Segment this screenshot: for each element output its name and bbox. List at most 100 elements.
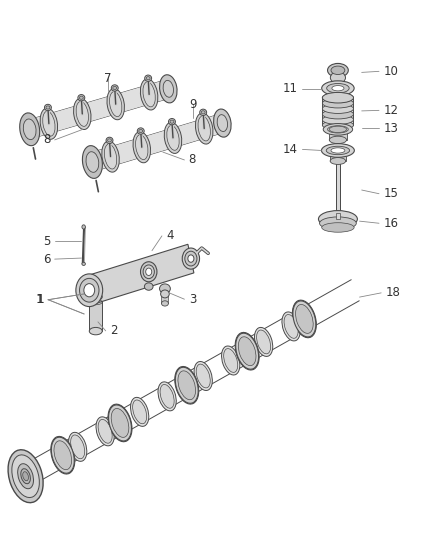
Ellipse shape (320, 217, 356, 230)
Ellipse shape (146, 268, 152, 276)
Ellipse shape (164, 122, 182, 154)
Ellipse shape (110, 407, 130, 439)
Ellipse shape (185, 251, 197, 266)
Ellipse shape (51, 437, 75, 474)
Ellipse shape (8, 450, 43, 503)
Ellipse shape (113, 86, 117, 90)
Text: 6: 6 (43, 253, 50, 265)
Ellipse shape (177, 369, 197, 401)
Text: 3: 3 (189, 293, 196, 306)
Ellipse shape (322, 104, 353, 114)
Ellipse shape (195, 113, 213, 144)
Ellipse shape (196, 364, 210, 388)
Text: 7: 7 (104, 72, 112, 85)
Text: 18: 18 (385, 286, 400, 300)
Text: 10: 10 (383, 65, 398, 78)
Ellipse shape (18, 464, 34, 489)
Ellipse shape (40, 108, 58, 139)
Ellipse shape (43, 111, 55, 136)
Text: 11: 11 (283, 82, 298, 95)
Ellipse shape (161, 290, 169, 298)
Ellipse shape (254, 327, 273, 357)
Ellipse shape (51, 437, 74, 473)
Ellipse shape (74, 99, 91, 130)
Ellipse shape (82, 146, 102, 179)
Ellipse shape (111, 408, 129, 438)
Ellipse shape (332, 86, 344, 91)
Ellipse shape (108, 139, 111, 142)
Ellipse shape (200, 109, 207, 116)
Ellipse shape (323, 124, 353, 135)
Ellipse shape (321, 81, 354, 95)
Ellipse shape (108, 404, 132, 442)
Ellipse shape (322, 120, 353, 130)
Ellipse shape (143, 82, 155, 107)
Ellipse shape (293, 301, 316, 337)
Ellipse shape (257, 330, 271, 354)
Ellipse shape (146, 77, 150, 80)
Ellipse shape (54, 441, 71, 470)
Bar (336, 213, 340, 219)
Ellipse shape (20, 113, 40, 146)
Text: 1: 1 (36, 293, 44, 306)
Ellipse shape (170, 120, 174, 123)
Ellipse shape (23, 472, 28, 481)
Ellipse shape (107, 88, 124, 120)
Ellipse shape (322, 109, 353, 119)
Polygon shape (86, 244, 194, 304)
Text: 5: 5 (43, 235, 50, 248)
Ellipse shape (111, 85, 118, 91)
Ellipse shape (68, 432, 87, 462)
Ellipse shape (238, 337, 256, 366)
Ellipse shape (145, 75, 152, 82)
Bar (329, 130, 346, 140)
Ellipse shape (322, 92, 353, 103)
Ellipse shape (89, 293, 102, 301)
Ellipse shape (224, 349, 238, 373)
Ellipse shape (175, 367, 199, 404)
Ellipse shape (328, 126, 348, 133)
Ellipse shape (53, 439, 73, 471)
Ellipse shape (102, 141, 119, 172)
Ellipse shape (237, 335, 257, 367)
Ellipse shape (330, 72, 346, 84)
Ellipse shape (321, 143, 354, 157)
Ellipse shape (86, 152, 99, 172)
Polygon shape (94, 115, 221, 170)
Ellipse shape (322, 93, 353, 102)
Ellipse shape (329, 126, 346, 133)
Ellipse shape (82, 262, 85, 265)
Ellipse shape (235, 333, 259, 370)
Ellipse shape (46, 106, 50, 109)
Ellipse shape (198, 116, 210, 141)
Bar (162, 294, 168, 303)
Ellipse shape (331, 148, 345, 153)
Text: 15: 15 (383, 187, 398, 200)
Ellipse shape (140, 79, 158, 110)
Text: 16: 16 (383, 217, 398, 230)
Text: 8: 8 (189, 154, 196, 166)
Ellipse shape (139, 130, 143, 133)
Ellipse shape (214, 109, 231, 137)
Ellipse shape (160, 384, 174, 408)
Ellipse shape (169, 118, 175, 125)
Text: 4: 4 (166, 229, 174, 243)
Text: 12: 12 (383, 104, 398, 117)
Polygon shape (31, 80, 167, 138)
Ellipse shape (175, 367, 198, 403)
Ellipse shape (106, 137, 113, 143)
Ellipse shape (82, 225, 85, 229)
Ellipse shape (133, 400, 147, 424)
Ellipse shape (23, 119, 36, 140)
Ellipse shape (321, 223, 354, 232)
Text: 13: 13 (383, 122, 398, 135)
Ellipse shape (84, 284, 95, 297)
Ellipse shape (71, 435, 85, 459)
Text: 1: 1 (35, 293, 43, 306)
Ellipse shape (322, 99, 353, 108)
Ellipse shape (284, 314, 298, 338)
Ellipse shape (76, 274, 102, 306)
Ellipse shape (294, 303, 314, 335)
Ellipse shape (145, 283, 153, 290)
Ellipse shape (194, 361, 212, 391)
